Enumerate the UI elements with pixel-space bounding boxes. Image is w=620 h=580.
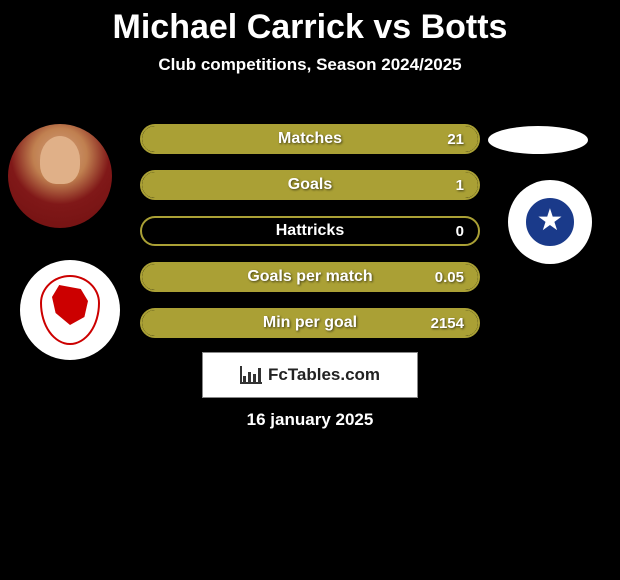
club-badge-left <box>20 260 120 360</box>
stat-value: 0.05 <box>435 264 464 290</box>
stat-row: Goals1 <box>140 170 480 200</box>
stat-row: Goals per match0.05 <box>140 262 480 292</box>
page-title: Michael Carrick vs Botts <box>0 0 620 47</box>
subtitle: Club competitions, Season 2024/2025 <box>0 55 620 75</box>
stats-list: Matches21 Goals1 Hattricks0 Goals per match… <box>140 124 480 354</box>
club-badge-right-emblem <box>523 195 577 249</box>
stat-value: 21 <box>447 126 464 152</box>
chart-icon <box>240 366 262 384</box>
stat-value: 1 <box>456 172 464 198</box>
site-logo[interactable]: FcTables.com <box>202 352 418 398</box>
stat-label: Min per goal <box>142 310 478 336</box>
player-photo-right-placeholder <box>488 126 588 154</box>
stat-row: Matches21 <box>140 124 480 154</box>
club-badge-right <box>508 180 592 264</box>
club-badge-left-emblem <box>40 275 100 345</box>
stat-value: 2154 <box>431 310 464 336</box>
stat-row: Min per goal2154 <box>140 308 480 338</box>
date-label: 16 january 2025 <box>0 410 620 430</box>
stat-label: Goals per match <box>142 264 478 290</box>
site-logo-text: FcTables.com <box>268 365 380 385</box>
stat-label: Matches <box>142 126 478 152</box>
stat-row: Hattricks0 <box>140 216 480 246</box>
stat-label: Hattricks <box>142 218 478 244</box>
stat-label: Goals <box>142 172 478 198</box>
player-photo-left <box>8 124 112 228</box>
stat-value: 0 <box>456 218 464 244</box>
